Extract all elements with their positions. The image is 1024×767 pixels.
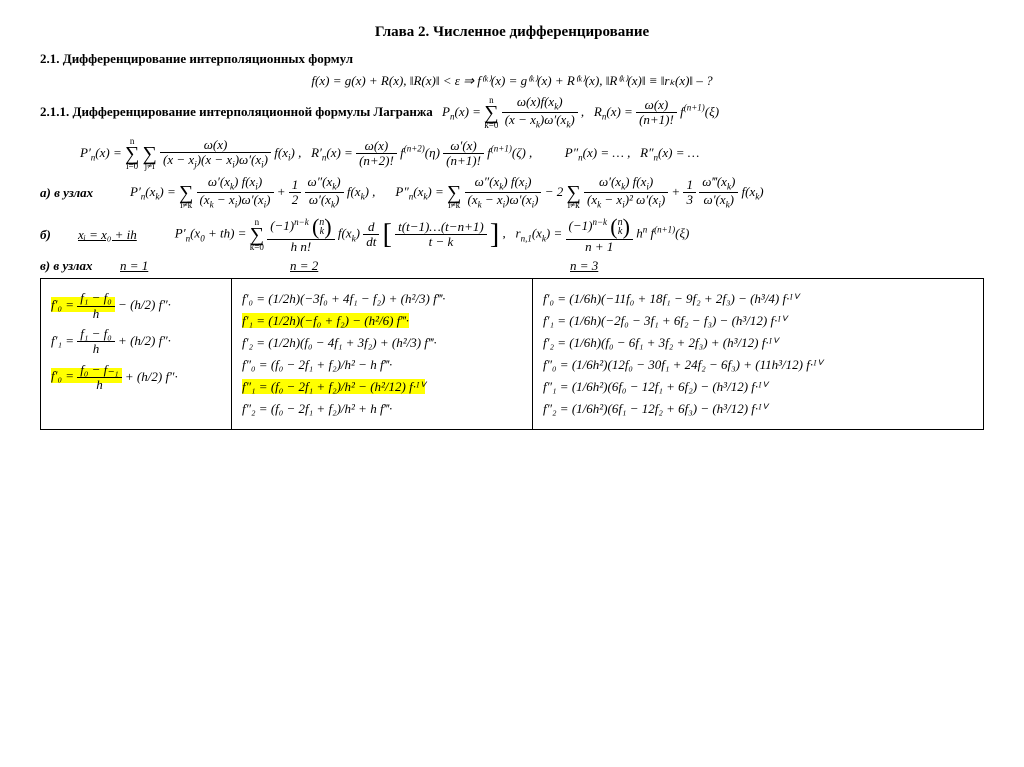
table-cell-n3: f′₀ = (1/6h)(−11f₀ + 18f₁ − 9f₂ + 2f₃) −… <box>533 279 984 430</box>
xi-eq: xᵢ = x₀ + ih <box>78 227 137 243</box>
label-a: а) в узлах <box>40 185 110 201</box>
eq-pn-prime: P′n(x) = n∑i=0 ∑j≠i ω(x)(x − xj)(x − xi)… <box>80 137 984 171</box>
section-2-1: 2.1. Дифференцирование интерполяционных … <box>40 51 984 67</box>
row-v-header: в) в узлах n = 1 n = 2 n = 3 <box>40 258 984 274</box>
formula-table: f′₀ = f₁ − f₀h − (h/2) f″·f′₁ = f₁ − f₀h… <box>40 278 984 430</box>
row-a: а) в узлах P′n(xk) = ∑i≠k ω′(xk) f(xi)(x… <box>40 175 984 211</box>
lagrange-poly: Pn(x) = n∑k=0 ω(x)f(xk)(x − xk)ω′(xk) , … <box>442 104 719 119</box>
table-cell-n2: f′₀ = (1/2h)(−3f₀ + 4f₁ − f₂) + (h²/3) f… <box>232 279 533 430</box>
col-n1: n = 1 <box>120 258 290 274</box>
eq-a-2: P″n(xk) = ∑i≠k ω″(xk) f(xi)(xk − xi)ω′(x… <box>395 175 763 211</box>
chapter-title: Глава 2. Численное дифференцирование <box>40 24 984 41</box>
label-v: в) в узлах <box>40 258 120 274</box>
eq-a-1: P′n(xk) = ∑i≠k ω′(xk) f(xi)(xk − xi)ω′(x… <box>130 175 375 211</box>
col-n3: n = 3 <box>570 258 598 274</box>
row-b: б) xᵢ = x₀ + ih P′n(x0 + th) = n∑k=0 (−1… <box>40 215 984 254</box>
section-2-1-1: 2.1.1. Дифференцирование интерполяционно… <box>40 95 984 131</box>
label-b: б) <box>40 227 58 243</box>
eq-main: f(x) = g(x) + R(x), ‖R(x)‖ < ε ⇒ f⁽ᵏ⁾(x)… <box>40 73 984 89</box>
table-cell-n1: f′₀ = f₁ − f₀h − (h/2) f″·f′₁ = f₁ − f₀h… <box>41 279 232 430</box>
eq-b: P′n(x0 + th) = n∑k=0 (−1)n−k (nk) h n! f… <box>175 215 690 254</box>
section-2-1-1-label: 2.1.1. Дифференцирование интерполяционно… <box>40 104 433 119</box>
col-n2: n = 2 <box>290 258 570 274</box>
